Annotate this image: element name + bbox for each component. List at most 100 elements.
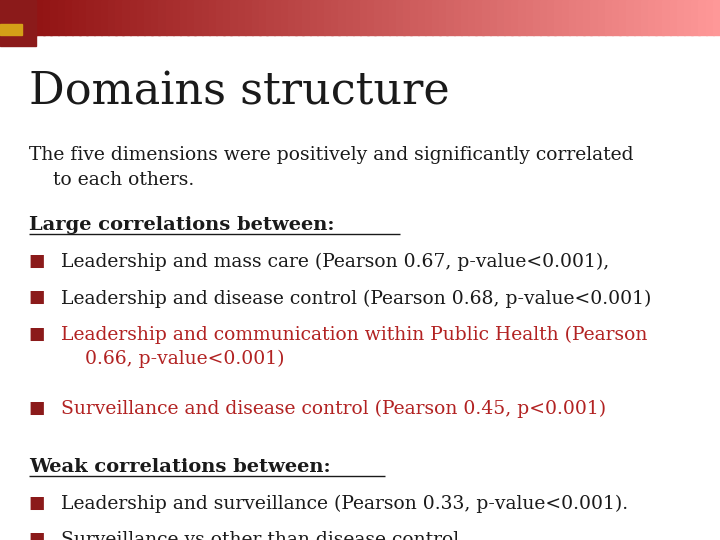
- Bar: [403, 0, 412, 35]
- Bar: [554, 0, 563, 35]
- Bar: [115, 0, 124, 35]
- Bar: [475, 0, 484, 35]
- Bar: [216, 0, 225, 35]
- Bar: [691, 0, 700, 35]
- Bar: [7, 0, 16, 35]
- Bar: [446, 0, 455, 35]
- Bar: [439, 0, 448, 35]
- Bar: [14, 0, 23, 35]
- Bar: [684, 0, 693, 35]
- Bar: [22, 0, 30, 35]
- Bar: [374, 0, 383, 35]
- Bar: [468, 0, 477, 35]
- Bar: [259, 0, 268, 35]
- Bar: [101, 0, 109, 35]
- Bar: [158, 0, 167, 35]
- Bar: [454, 0, 462, 35]
- Bar: [641, 0, 649, 35]
- Bar: [713, 0, 720, 35]
- Bar: [461, 0, 469, 35]
- Bar: [504, 0, 513, 35]
- Bar: [389, 0, 397, 35]
- Bar: [511, 0, 520, 35]
- Bar: [338, 0, 347, 35]
- Bar: [418, 0, 426, 35]
- Bar: [0, 24, 22, 35]
- Bar: [50, 0, 59, 35]
- Text: ■: ■: [29, 326, 45, 343]
- Text: Domains structure: Domains structure: [29, 70, 449, 113]
- Bar: [36, 0, 45, 35]
- Bar: [324, 0, 333, 35]
- Bar: [432, 0, 441, 35]
- Bar: [331, 0, 340, 35]
- Text: Surveillance vs other than disease control: Surveillance vs other than disease contr…: [61, 531, 459, 540]
- Text: ■: ■: [29, 253, 45, 269]
- Bar: [360, 0, 369, 35]
- Bar: [130, 0, 138, 35]
- Bar: [648, 0, 657, 35]
- Text: Surveillance and disease control (Pearson 0.45, p<0.001): Surveillance and disease control (Pearso…: [61, 400, 606, 418]
- Bar: [482, 0, 491, 35]
- Text: Leadership and communication within Public Health (Pearson
    0.66, p-value<0.0: Leadership and communication within Publ…: [61, 326, 647, 368]
- Bar: [209, 0, 217, 35]
- Bar: [310, 0, 318, 35]
- Bar: [598, 0, 606, 35]
- Bar: [151, 0, 160, 35]
- Bar: [79, 0, 88, 35]
- Bar: [518, 0, 527, 35]
- Bar: [706, 0, 714, 35]
- Bar: [295, 0, 304, 35]
- Text: Leadership and mass care (Pearson 0.67, p-value<0.001),: Leadership and mass care (Pearson 0.67, …: [61, 253, 609, 271]
- Bar: [605, 0, 613, 35]
- Bar: [626, 0, 635, 35]
- Bar: [698, 0, 707, 35]
- Bar: [108, 0, 117, 35]
- Bar: [547, 0, 556, 35]
- Bar: [173, 0, 181, 35]
- Bar: [562, 0, 570, 35]
- Text: ■: ■: [29, 289, 45, 306]
- Bar: [396, 0, 405, 35]
- Bar: [317, 0, 325, 35]
- Bar: [662, 0, 671, 35]
- Bar: [353, 0, 361, 35]
- Bar: [497, 0, 505, 35]
- Text: ■: ■: [29, 531, 45, 540]
- Bar: [569, 0, 577, 35]
- Bar: [526, 0, 534, 35]
- Bar: [0, 0, 36, 46]
- Bar: [533, 0, 541, 35]
- Bar: [187, 0, 196, 35]
- Bar: [137, 0, 145, 35]
- Bar: [86, 0, 95, 35]
- Text: ■: ■: [29, 400, 45, 416]
- Bar: [238, 0, 246, 35]
- Bar: [576, 0, 585, 35]
- Text: Leadership and surveillance (Pearson 0.33, p-value<0.001).: Leadership and surveillance (Pearson 0.3…: [61, 495, 629, 513]
- Bar: [634, 0, 642, 35]
- Bar: [94, 0, 102, 35]
- Bar: [245, 0, 253, 35]
- Text: ■: ■: [29, 495, 45, 511]
- Bar: [367, 0, 376, 35]
- Bar: [590, 0, 599, 35]
- Bar: [194, 0, 203, 35]
- Bar: [425, 0, 433, 35]
- Bar: [490, 0, 498, 35]
- Bar: [266, 0, 275, 35]
- Bar: [166, 0, 174, 35]
- Bar: [202, 0, 210, 35]
- Bar: [65, 0, 73, 35]
- Bar: [58, 0, 66, 35]
- Bar: [288, 0, 297, 35]
- Text: Weak correlations between:: Weak correlations between:: [29, 458, 330, 476]
- Text: The five dimensions were positively and significantly correlated
    to each oth: The five dimensions were positively and …: [29, 146, 634, 189]
- Bar: [346, 0, 354, 35]
- Bar: [410, 0, 419, 35]
- Bar: [677, 0, 685, 35]
- Bar: [252, 0, 261, 35]
- Bar: [122, 0, 131, 35]
- Text: Large correlations between:: Large correlations between:: [29, 216, 334, 234]
- Bar: [670, 0, 678, 35]
